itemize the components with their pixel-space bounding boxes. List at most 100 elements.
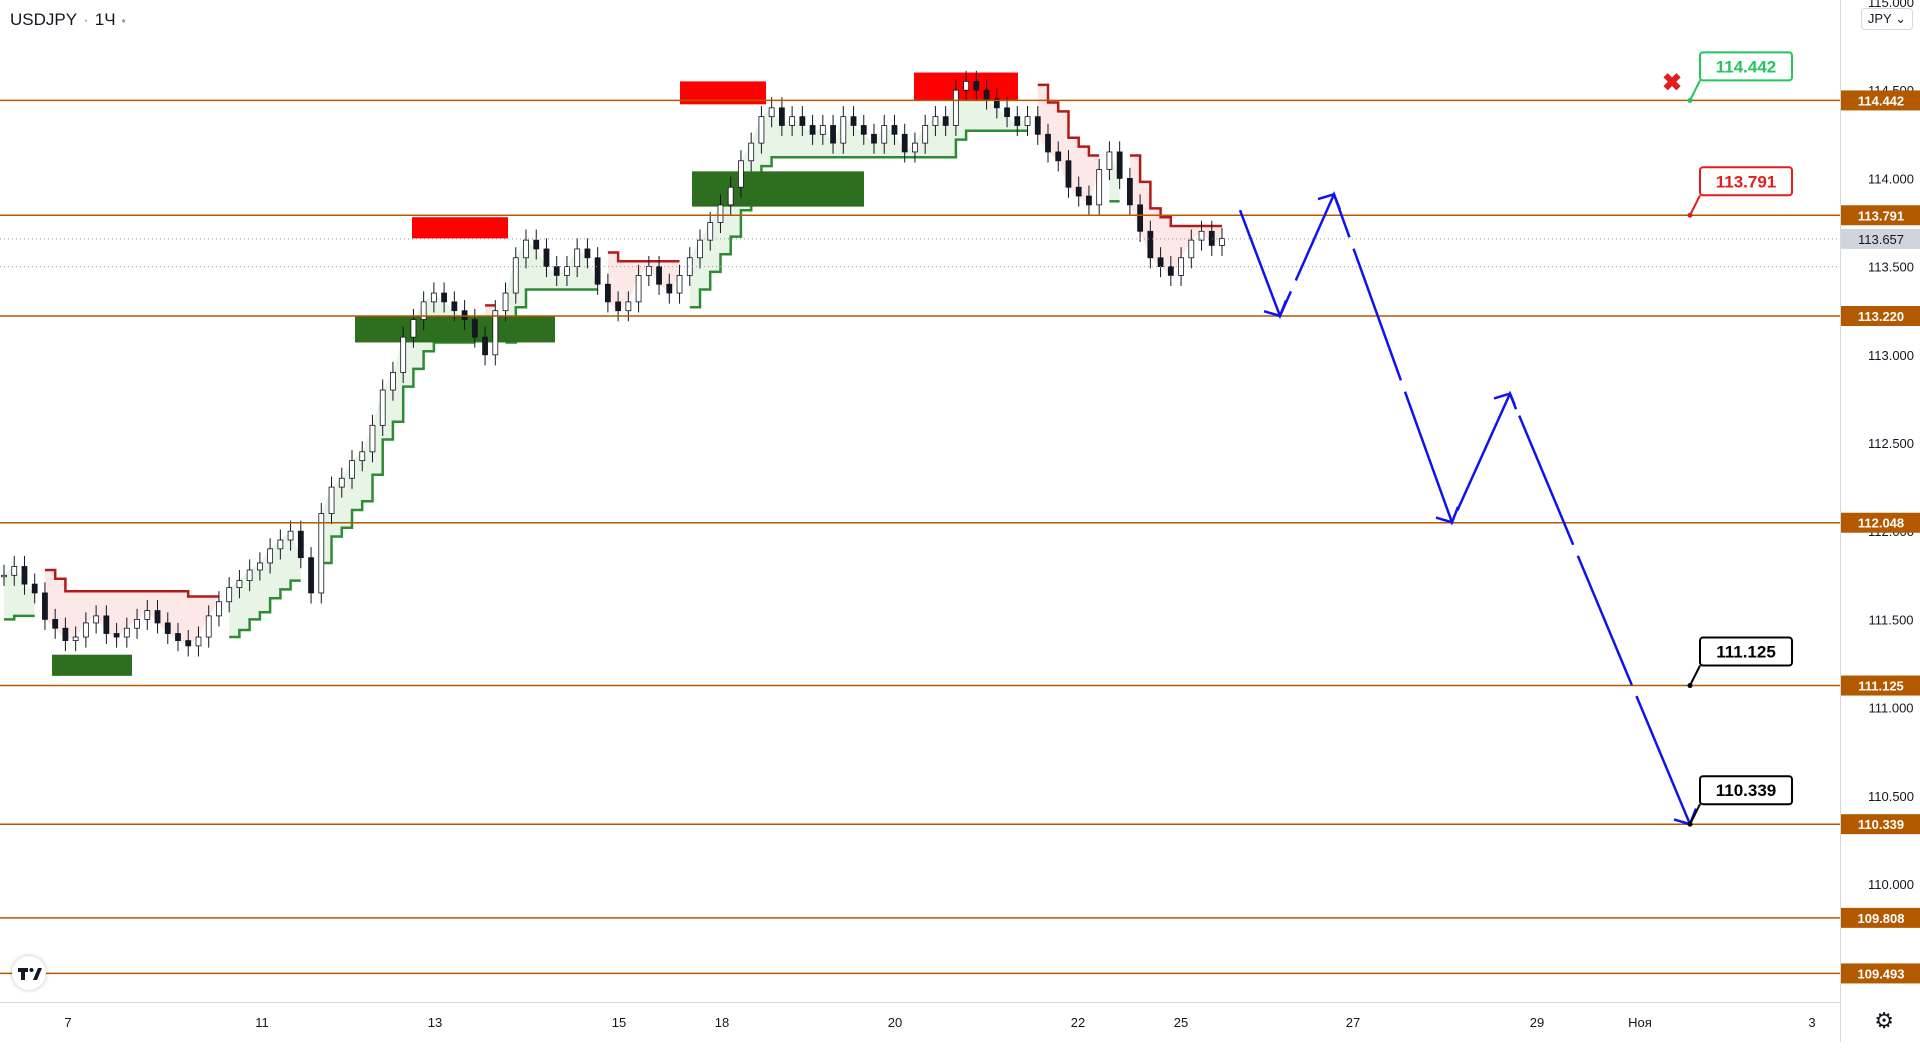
projection-arrowhead-icon	[1493, 392, 1518, 410]
candle-body	[891, 125, 898, 135]
target-point	[1687, 212, 1693, 218]
time-tick-label: Ноя	[1628, 1015, 1652, 1030]
level-price-label: 113.791	[1858, 208, 1904, 223]
candle-body	[1065, 160, 1072, 188]
demand-zone-2	[355, 315, 555, 343]
level-price-label: 113.220	[1858, 309, 1904, 324]
target-leader-line	[1689, 79, 1701, 101]
candle-body	[93, 615, 100, 624]
candle-body	[625, 301, 632, 312]
candle-body	[697, 239, 703, 259]
candle-body	[1198, 230, 1205, 241]
candle-body	[533, 239, 540, 250]
symbol-legend[interactable]: USDJPY · 1Ч •	[10, 10, 126, 30]
candle-body	[154, 610, 161, 624]
level-price-label: 114.442	[1858, 93, 1904, 108]
candle-body	[1014, 116, 1021, 126]
target-callout-110.339: 110.339	[1687, 775, 1793, 827]
candle-body	[512, 257, 519, 294]
time-tick-label: 18	[715, 1015, 729, 1030]
candle-body	[860, 125, 867, 135]
last-price-badge	[1841, 228, 1920, 249]
candle-body	[963, 80, 970, 91]
candle-body	[840, 116, 847, 144]
support-trail-line-3	[505, 288, 598, 344]
candle-body	[1126, 177, 1133, 206]
tradingview-logo-icon[interactable]	[12, 956, 46, 990]
candle-body	[1086, 195, 1092, 206]
candle-body	[461, 310, 468, 320]
supply-zone-2	[680, 81, 766, 105]
candle-body	[441, 292, 448, 303]
candle-body	[819, 125, 826, 135]
candle-body	[1188, 239, 1195, 259]
candle-body	[471, 319, 478, 338]
currency-dropdown[interactable]: JPY ⌄	[1860, 8, 1913, 30]
candle-body	[615, 301, 622, 312]
candle-body	[922, 125, 929, 144]
candle-body	[11, 566, 18, 576]
candle-body	[871, 133, 877, 144]
price-tick-label: 110.500	[1868, 789, 1914, 804]
candle-body	[256, 562, 263, 571]
supply-zone-1	[412, 217, 508, 239]
time-tick-label: 25	[1174, 1015, 1188, 1030]
time-tick-label: 7	[64, 1015, 71, 1030]
price-scale-axis: 115.000114.500114.000113.500113.000112.5…	[1841, 0, 1920, 984]
candle-body	[1096, 169, 1103, 206]
price-scale[interactable]: JPY ⌄ 115.000114.500114.000113.500113.00…	[1840, 0, 1920, 1042]
candle-body	[768, 107, 775, 118]
time-tick-label: 15	[612, 1015, 626, 1030]
candle-body	[850, 116, 857, 126]
candle-body	[727, 186, 734, 206]
candle-body	[52, 619, 59, 629]
legend-status-dot: •	[121, 14, 126, 28]
symbol-name[interactable]: USDJPY	[10, 10, 78, 29]
candle-body	[1045, 133, 1051, 153]
target-label: 114.442	[1716, 57, 1777, 76]
support-trail-line-1	[229, 579, 301, 639]
time-scale[interactable]: 7 11 13 15 18 20 22 25 27 29 Ноя 3	[0, 1002, 1840, 1043]
chevron-down-icon: ⌄	[1895, 11, 1906, 26]
candle-body	[830, 125, 836, 144]
resistance-trail-line-0	[44, 568, 219, 598]
candle-body	[349, 460, 355, 479]
candle-body	[195, 636, 202, 647]
gear-icon[interactable]: ⚙	[1874, 1008, 1894, 1033]
candle-body	[400, 336, 407, 373]
candle-body	[1024, 116, 1031, 126]
candle-body	[738, 160, 744, 188]
chart-area[interactable]: 114.442 113.791 111.125 110.339 ✖ USDJPY · 1Ч •	[0, 0, 1840, 1002]
candle-body	[666, 283, 673, 294]
candle-body	[707, 222, 714, 241]
candle-body	[482, 336, 488, 356]
target-point	[1687, 97, 1693, 103]
candle-body	[175, 633, 181, 641]
candle-body	[758, 116, 765, 144]
resistance-trail-fill-4	[1037, 84, 1100, 205]
target-box	[1699, 51, 1793, 82]
time-scale-axis: 7 11 13 15 18 20 22 25 27 29 Ноя 3	[64, 1015, 1815, 1030]
candle-body	[103, 615, 110, 634]
level-price-badge	[1841, 963, 1920, 984]
target-label: 110.339	[1716, 781, 1777, 800]
candle-body	[983, 89, 990, 100]
resistance-trail-line-4	[1037, 83, 1100, 157]
interval-label[interactable]: 1Ч	[94, 10, 116, 29]
candle-body	[574, 248, 581, 268]
support-trail-line-0	[4, 614, 35, 621]
candle-body	[1106, 151, 1113, 170]
candle-body	[226, 587, 233, 603]
candle-body	[553, 266, 560, 276]
candle-body	[246, 569, 253, 581]
price-tick-label: 113.000	[1868, 348, 1914, 363]
candle-body	[113, 633, 120, 638]
candle-body	[492, 310, 499, 356]
candle-body	[717, 204, 724, 223]
level-price-label: 109.493	[1858, 966, 1905, 981]
price-chart[interactable]: 114.442 113.791 111.125 110.339 ✖	[0, 0, 1840, 1002]
candle-body	[1055, 151, 1062, 162]
candle-body	[676, 275, 683, 294]
level-price-label: 110.339	[1858, 817, 1904, 832]
candle-body	[379, 389, 386, 426]
